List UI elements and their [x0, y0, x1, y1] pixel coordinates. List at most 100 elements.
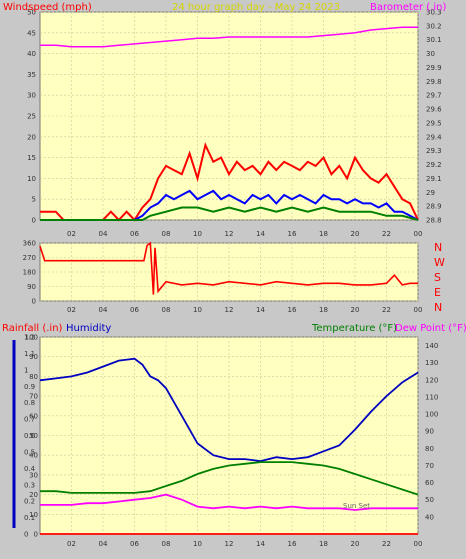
wind-x-tick-label: 16 [288, 230, 297, 238]
direction-x-tick-label: 22 [382, 306, 391, 314]
temperature-y-tick-label: 40 [425, 513, 434, 521]
humidity-y-tick-label: 30 [29, 471, 38, 479]
temp-hum-x-tick-label: 10 [193, 540, 202, 548]
direction-x-tick-label: 08 [162, 306, 171, 314]
direction-x-tick-label: 16 [288, 306, 297, 314]
temperature-y-tick-label: 50 [425, 496, 434, 504]
temperature-axis-label: Temperature (°F) [311, 323, 397, 334]
barometer-y-tick-label: 29.5 [426, 119, 442, 127]
wind-y-tick-label: 5 [32, 196, 36, 204]
humidity-axis-label: Humidity [66, 323, 111, 334]
barometer-y-tick-label: 30.3 [426, 9, 442, 17]
wind-x-tick-label: 18 [319, 230, 328, 238]
temperature-y-tick-label: 110 [425, 393, 438, 401]
wind-x-tick-label: 20 [351, 230, 360, 238]
barometer-y-tick-label: 30 [426, 50, 435, 58]
wind-x-tick-label: 14 [256, 230, 265, 238]
wind-y-tick-label: 20 [27, 133, 36, 141]
series-avg [40, 206, 419, 221]
temperature-y-tick-label: 90 [425, 428, 434, 436]
barometer-y-tick-label: 29.4 [426, 133, 442, 141]
rainfall-y-tick-label: 0.3 [24, 481, 35, 489]
temp-hum-x-tick-label: 12 [225, 540, 234, 548]
wind-y-tick-label: 30 [27, 92, 36, 100]
direction-y-tick-label: 180 [23, 269, 36, 277]
rainfall-y-tick-label: 0.9 [24, 383, 35, 391]
wind-x-tick-label: 12 [225, 230, 234, 238]
series-temp [40, 461, 419, 496]
barometer-y-tick-label: 29.8 [426, 78, 442, 86]
humidity-y-tick-label: 70 [29, 393, 38, 401]
barometer-y-tick-label: 28.8 [426, 217, 442, 225]
direction-y-tick-label: 90 [27, 283, 36, 291]
compass-w: W [434, 256, 445, 269]
temp-hum-x-tick-label: 06 [130, 540, 139, 548]
temperature-y-tick-label: 80 [425, 445, 434, 453]
series-hum [39, 357, 419, 463]
rainfall-y-tick-label: 0 [24, 531, 28, 539]
compass-n-bottom: N [434, 301, 442, 314]
series-gust [40, 142, 419, 222]
temp-hum-x-tick-label: 04 [99, 540, 108, 548]
direction-y-tick-label: 360 [23, 240, 36, 248]
barometer-y-tick-label: 30.2 [426, 22, 442, 30]
temp-hum-x-tick-label: 16 [288, 540, 297, 548]
wind-y-tick-label: 15 [27, 154, 36, 162]
direction-y-tick-label: 0 [32, 298, 36, 306]
chart-title: 24 hour graph day - May 24 2023 [172, 2, 340, 13]
rainfall-y-tick-label: 0.4 [24, 465, 36, 473]
wind-x-tick-label: 10 [193, 230, 202, 238]
wind-y-tick-label: 0 [32, 217, 36, 225]
rainfall-y-tick-label: 1.2 [24, 334, 35, 342]
series-baro [40, 26, 418, 48]
series-dew [40, 493, 418, 511]
compass-n-top: N [434, 241, 442, 254]
temperature-y-tick-label: 140 [425, 342, 438, 350]
wind-y-tick-label: 45 [27, 29, 36, 37]
temp-hum-x-tick-label: 22 [382, 540, 391, 548]
barometer-y-tick-label: 29.6 [426, 106, 442, 114]
humidity-y-tick-label: 0 [34, 531, 38, 539]
rainfall-y-tick-label: 1.1 [24, 350, 35, 358]
humidity-y-tick-label: 10 [29, 511, 38, 519]
rainfall-y-tick-label: 0.2 [24, 498, 35, 506]
humidity-y-tick-label: 100 [25, 334, 38, 342]
humidity-y-tick-label: 40 [29, 452, 38, 460]
humidity-y-tick-label: 60 [29, 412, 38, 420]
barometer-y-tick-label: 30.1 [426, 36, 442, 44]
compass-s: S [434, 271, 441, 284]
wind-x-tick-label: 22 [382, 230, 391, 238]
temperature-y-tick-label: 120 [425, 376, 438, 384]
wind-y-tick-label: 25 [27, 113, 36, 121]
direction-x-tick-label: 20 [351, 306, 360, 314]
humidity-y-tick-label: 20 [29, 491, 38, 499]
compass-e: E [434, 286, 441, 299]
wind-y-tick-label: 50 [27, 9, 36, 17]
barometer-y-tick-label: 29.3 [426, 147, 442, 155]
wind-x-tick-label: 06 [130, 230, 139, 238]
direction-x-tick-label: 00 [414, 306, 423, 314]
temp-hum-x-tick-label: 08 [162, 540, 171, 548]
barometer-y-tick-label: 29.7 [426, 92, 442, 100]
rainfall-axis-label: Rainfall (.in) [2, 323, 63, 334]
temperature-y-tick-label: 130 [425, 359, 438, 367]
temp-hum-x-tick-label: 20 [351, 540, 360, 548]
humidity-y-tick-label: 80 [29, 373, 38, 381]
rainfall-y-tick-label: 1 [24, 366, 28, 374]
direction-x-tick-label: 04 [99, 306, 108, 314]
humidity-y-tick-label: 50 [29, 432, 38, 440]
barometer-y-tick-label: 29.9 [426, 64, 442, 72]
direction-x-tick-label: 14 [256, 306, 265, 314]
wind-y-tick-label: 40 [27, 50, 36, 58]
wind-x-tick-label: 00 [414, 230, 423, 238]
rainfall-y-tick-label: 0.1 [24, 514, 35, 522]
barometer-y-tick-label: 29 [426, 189, 435, 197]
series-wind [40, 189, 419, 221]
temperature-y-tick-label: 100 [425, 411, 438, 419]
direction-x-tick-label: 06 [130, 306, 139, 314]
wind-axis-label: Windspeed (mph) [3, 2, 92, 13]
temp-hum-x-tick-label: 02 [67, 540, 76, 548]
temp-hum-x-tick-label: 14 [256, 540, 265, 548]
dewpoint-axis-label: Dew Point (°F) [395, 323, 466, 334]
